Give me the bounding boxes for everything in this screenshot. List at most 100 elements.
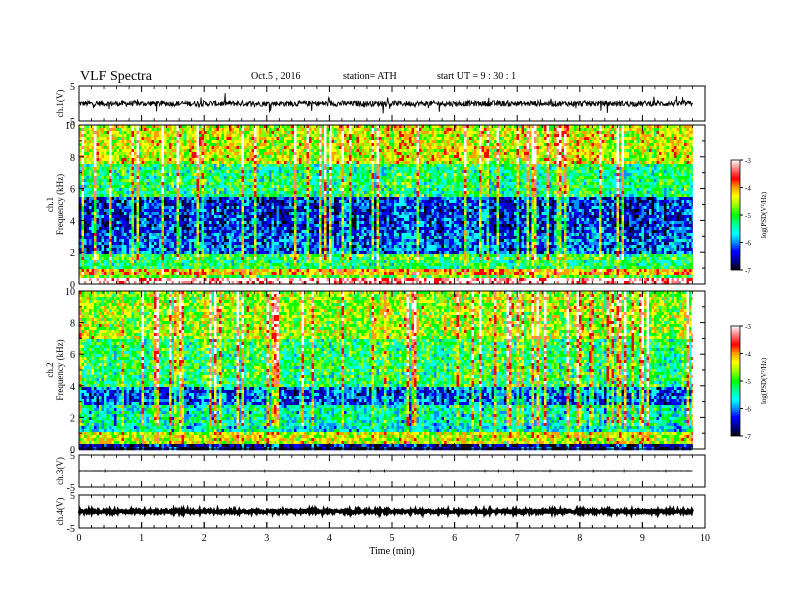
spectrogram-cell <box>331 158 335 162</box>
spectrogram-cell <box>669 161 672 165</box>
spectrogram-cell <box>681 137 690 141</box>
spectrogram-cell <box>379 164 385 168</box>
spectrogram-cell <box>361 161 365 165</box>
spectrogram-cell <box>486 176 492 180</box>
spectrogram-cell <box>681 140 685 144</box>
spectrogram-cell <box>246 143 250 147</box>
spectrogram-cell <box>419 164 422 168</box>
spectrogram-cell <box>489 179 492 183</box>
spectrogram-cell <box>196 179 200 183</box>
spectrogram-cell <box>649 149 652 153</box>
spectrogram-cell <box>289 149 292 153</box>
spectrogram-cell <box>244 155 247 159</box>
spectrogram-cell <box>216 164 220 168</box>
spectrogram-cell <box>551 170 555 174</box>
spectrogram-cell <box>466 143 472 147</box>
spectrogram-cell <box>99 191 102 195</box>
spectrogram-cell <box>196 185 200 189</box>
spectrogram-cell <box>139 155 142 159</box>
spectrogram-cell <box>394 191 397 195</box>
spectrogram-cell <box>401 146 407 150</box>
spectrogram-cell <box>86 179 95 183</box>
spectrogram-cell <box>609 158 612 162</box>
spectrogram-cell <box>84 137 87 141</box>
spectrogram-cell <box>109 125 112 129</box>
spectrogram-cell <box>231 146 235 150</box>
spectrogram-cell <box>234 158 240 162</box>
spectrogram-cell <box>561 167 565 171</box>
spectrogram-cell <box>104 194 107 198</box>
spectrogram-cell <box>501 179 505 183</box>
spectrogram-cell <box>89 182 92 186</box>
spectrogram-cell <box>349 173 352 177</box>
spectrogram-cell <box>614 164 617 168</box>
spectrogram-cell <box>134 182 137 186</box>
spectrogram-cell <box>206 149 210 153</box>
spectrogram-cell <box>336 128 342 132</box>
spectrogram-cell <box>479 137 482 141</box>
spectrogram-cell <box>569 125 572 129</box>
spectrogram-cell <box>466 176 470 180</box>
spectrogram-cell <box>321 185 325 189</box>
spectrogram-cell <box>394 170 397 174</box>
spectrogram-cell <box>454 173 457 177</box>
spectrogram-cell <box>206 125 210 129</box>
spectrogram-cell <box>639 149 642 153</box>
spectrogram-cell <box>659 191 662 195</box>
spectrogram-cell <box>641 161 645 165</box>
spectrogram-cell <box>161 152 165 156</box>
spectrogram-cell <box>201 173 205 177</box>
spectrogram-cell <box>321 146 325 150</box>
spectrogram-cell <box>301 191 307 195</box>
spectrogram-cell <box>314 161 317 165</box>
spectrogram-cell <box>294 134 297 138</box>
spectrogram-cell <box>476 161 480 165</box>
spectrogram-cell <box>501 128 505 132</box>
spectrogram-cell <box>206 155 212 159</box>
spectrogram-cell <box>189 128 192 132</box>
spectrogram-cell <box>206 143 210 147</box>
spectrogram-cell <box>276 182 280 186</box>
spectrogram-cell <box>96 191 100 195</box>
spectrogram-cell <box>311 176 320 180</box>
spectrogram-cell <box>416 140 420 144</box>
spectrogram-cell <box>509 125 512 129</box>
spectrogram-cell <box>231 161 235 165</box>
spectrogram-cell <box>421 146 427 150</box>
spectrogram-cell <box>549 125 555 129</box>
spectrogram-cell <box>526 164 530 168</box>
spectrogram-cell <box>91 194 95 198</box>
spectrogram-cell <box>189 125 192 129</box>
spectrogram-cell <box>309 161 312 165</box>
spectrogram-cell <box>464 125 467 129</box>
spectrogram-cell <box>664 158 677 162</box>
spectrogram-cell <box>621 173 625 177</box>
spectrogram-cell <box>249 161 252 165</box>
spectrogram-cell <box>656 170 660 174</box>
spectrogram-cell <box>274 125 277 129</box>
spectrogram-cell <box>149 164 152 168</box>
spectrogram-cell <box>279 149 282 153</box>
spectrogram-cell <box>239 149 242 153</box>
spectrogram-cell <box>539 167 542 171</box>
spectrogram-cell <box>616 137 620 141</box>
spectrogram-cell <box>341 167 345 171</box>
spectrogram-cell <box>481 137 487 141</box>
spectrogram-cell <box>359 152 362 156</box>
spectrogram-cell <box>519 164 525 168</box>
spectrogram-cell <box>131 173 135 177</box>
spectrogram-cell <box>476 188 480 192</box>
spectrogram-cell <box>601 158 605 162</box>
spectrogram-cell <box>184 191 187 195</box>
spectrogram-cell <box>154 176 157 180</box>
spectrogram-cell <box>204 185 207 189</box>
spectrogram-cell <box>181 134 185 138</box>
spectrogram-cell <box>256 143 260 147</box>
spectrogram-cell <box>654 173 660 177</box>
spectrogram-cell <box>114 155 117 159</box>
spectrogram-cell <box>271 128 275 132</box>
spectrogram-cell <box>141 134 145 138</box>
spectrogram-cell <box>136 185 140 189</box>
spectrogram-cell <box>131 134 135 138</box>
spectrogram-cell <box>256 152 260 156</box>
